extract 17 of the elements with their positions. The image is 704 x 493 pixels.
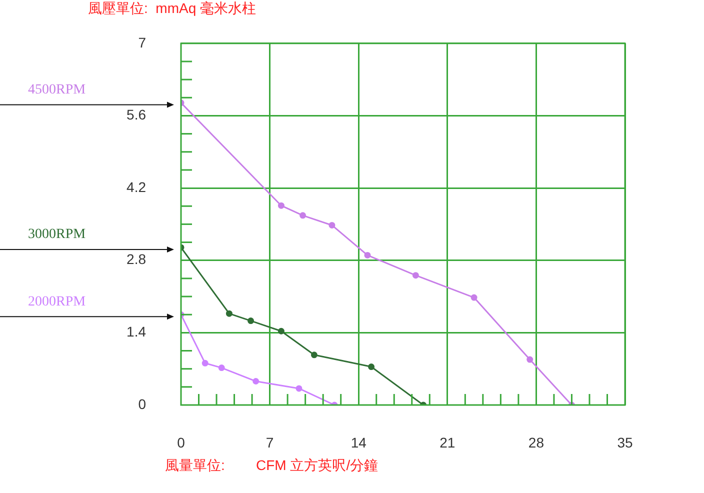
y-tick-label: 2.8: [126, 251, 146, 268]
x-tick-label: 35: [617, 434, 633, 450]
y-tick-label: 0: [138, 396, 146, 412]
text: 2000RPM: [28, 294, 86, 310]
y-tick-label: 5.6: [126, 106, 146, 123]
y-tick-label: 1.4: [126, 324, 146, 340]
text: 4500RPM: [28, 82, 86, 98]
x-tick-label: 28: [528, 434, 544, 450]
x-tick-label: 0: [177, 434, 186, 450]
y-tick-label: 7: [138, 34, 146, 50]
y-axis-title: 風壓單位: mmAq 毫米水柱: [88, 0, 256, 18]
x-tick-label: 14: [350, 434, 367, 450]
x-axis-title: 風量單位: CFM 立方英呎/分鐘: [165, 457, 378, 475]
text: 3000RPM: [28, 227, 86, 242]
x-tick-label: 21: [440, 434, 456, 450]
y-tick-label: 4.2: [126, 178, 146, 195]
x-tick-label: 7: [266, 434, 274, 450]
